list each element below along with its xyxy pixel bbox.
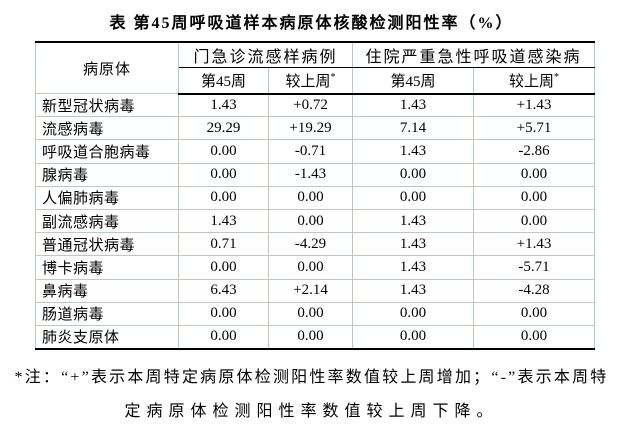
value-cell: +1.43 <box>473 92 596 118</box>
value-cell: 0.00 <box>473 324 596 350</box>
value-cell: 7.14 <box>352 116 475 141</box>
header-group-outpatient-ili: 门急诊流感样病例 <box>177 41 354 68</box>
value-cell: -0.71 <box>267 139 354 164</box>
value-cell: 1.43 <box>352 255 475 280</box>
asterisk-mark: * <box>554 71 560 83</box>
table-body: 新型冠状病毒 1.43 +0.72 1.43 +1.43 流感病毒 29.29 +19.29 7… <box>35 92 596 350</box>
value-cell: 0.00 <box>178 185 269 210</box>
pathogen-positivity-table: 病原体 门急诊流感样病例 住院严重急性呼吸道感染病 第45周 较上周* 第45周… <box>35 41 596 350</box>
value-cell: 0.00 <box>352 185 475 210</box>
value-cell: +0.72 <box>267 92 354 118</box>
value-cell: 1.43 <box>352 208 475 234</box>
asterisk-mark: * <box>330 71 336 83</box>
pathogen-name-cell: 新型冠状病毒 <box>35 92 179 118</box>
value-cell: 1.43 <box>352 278 475 303</box>
table-row: 鼻病毒 6.43 +2.14 1.43 -4.28 <box>35 278 596 303</box>
pathogen-name-cell: 副流感病毒 <box>35 208 179 234</box>
pathogen-name-cell: 呼吸道合胞病毒 <box>35 139 179 164</box>
header-sub-row: 第45周 较上周* 第45周 较上周* <box>36 67 596 95</box>
table-row: 博卡病毒 0.00 0.00 1.43 -5.71 <box>35 255 596 280</box>
value-cell: 0.00 <box>473 301 596 326</box>
value-cell: 0.00 <box>267 208 354 234</box>
value-cell: 0.00 <box>267 301 354 326</box>
value-cell: +19.29 <box>267 116 354 141</box>
pathogen-name-cell: 肠道病毒 <box>35 301 179 326</box>
value-cell: 1.43 <box>178 208 269 234</box>
value-cell: -4.28 <box>473 278 596 303</box>
pathogen-name-cell: 博卡病毒 <box>35 255 179 280</box>
value-cell: 0.00 <box>352 301 475 326</box>
footnote-line1: *注：“+”表示本周特定病原体检测阳性率数值较上周增加；“-”表示本周特 <box>14 368 609 386</box>
header-vs-last-week-sari: 较上周* <box>473 67 596 95</box>
pathogen-name-cell: 腺病毒 <box>35 162 179 187</box>
pathogen-name-cell: 普通冠状病毒 <box>35 232 179 257</box>
header-vs-last-week-sari-label: 较上周 <box>509 73 555 90</box>
value-cell: 0.00 <box>267 185 354 210</box>
value-cell: 0.00 <box>473 162 596 187</box>
table-row: 人偏肺病毒 0.00 0.00 0.00 0.00 <box>35 185 596 210</box>
header-vs-last-week-ili: 较上周* <box>267 67 354 95</box>
header-week45-sari: 第45周 <box>352 67 475 95</box>
value-cell: 0.00 <box>178 162 269 187</box>
value-cell: 0.00 <box>178 255 269 280</box>
value-cell: 29.29 <box>178 116 269 141</box>
table-row: 新型冠状病毒 1.43 +0.72 1.43 +1.43 <box>35 92 596 118</box>
header-group-row: 病原体 门急诊流感样病例 住院严重急性呼吸道感染病 <box>35 41 596 94</box>
value-cell: -1.43 <box>267 162 354 187</box>
header-group-inpatient-sari: 住院严重急性呼吸道感染病 <box>352 41 596 68</box>
value-cell: 0.00 <box>178 301 269 326</box>
table-row: 副流感病毒 1.43 0.00 1.43 0.00 <box>35 208 596 234</box>
value-cell: 0.00 <box>178 139 269 164</box>
header-vs-last-week-ili-label: 较上周 <box>285 73 331 90</box>
pathogen-name-cell: 人偏肺病毒 <box>35 185 179 210</box>
header-week45-sari-label: 第45周 <box>390 73 436 90</box>
value-cell: -2.86 <box>473 139 596 164</box>
table-row: 肺炎支原体 0.00 0.00 0.00 0.00 <box>35 324 596 350</box>
table-row: 普通冠状病毒 0.71 -4.29 1.43 +1.43 <box>35 232 596 257</box>
value-cell: 1.43 <box>352 139 475 164</box>
pathogen-name-cell: 流感病毒 <box>35 116 179 141</box>
value-cell: 1.43 <box>352 92 475 118</box>
value-cell: 0.00 <box>267 324 354 350</box>
pathogen-name-cell: 肺炎支原体 <box>35 324 179 350</box>
value-cell: 1.43 <box>178 92 269 118</box>
header-pathogen: 病原体 <box>35 41 179 94</box>
value-cell: 0.00 <box>267 255 354 280</box>
footnote: *注：“+”表示本周特定病原体检测阳性率数值较上周增加；“-”表示本周特 定病原… <box>0 361 623 425</box>
value-cell: +2.14 <box>267 278 354 303</box>
table-row: 呼吸道合胞病毒 0.00 -0.71 1.43 -2.86 <box>35 139 596 164</box>
footnote-line2: 定病原体检测阳性率数值较上周下降。 <box>124 402 499 420</box>
header-week45-ili: 第45周 <box>178 67 269 95</box>
value-cell: 0.00 <box>178 324 269 350</box>
value-cell: 0.71 <box>178 232 269 257</box>
value-cell: +5.71 <box>473 116 596 141</box>
value-cell: 0.00 <box>473 208 596 234</box>
table-row: 流感病毒 29.29 +19.29 7.14 +5.71 <box>35 116 596 141</box>
value-cell: 0.00 <box>473 185 596 210</box>
value-cell: 6.43 <box>178 278 269 303</box>
value-cell: 1.43 <box>352 232 475 257</box>
value-cell: +1.43 <box>473 232 596 257</box>
pathogen-name-cell: 鼻病毒 <box>35 278 179 303</box>
header-week45-ili-label: 第45周 <box>200 73 246 90</box>
value-cell: 0.00 <box>352 162 475 187</box>
table-row: 肠道病毒 0.00 0.00 0.00 0.00 <box>35 301 596 326</box>
value-cell: -4.29 <box>267 232 354 257</box>
table-row: 腺病毒 0.00 -1.43 0.00 0.00 <box>35 162 596 187</box>
table-title: 表 第45周呼吸道样本病原体核酸检测阳性率（%） <box>109 15 514 32</box>
value-cell: 0.00 <box>352 324 475 350</box>
value-cell: -5.71 <box>473 255 596 280</box>
